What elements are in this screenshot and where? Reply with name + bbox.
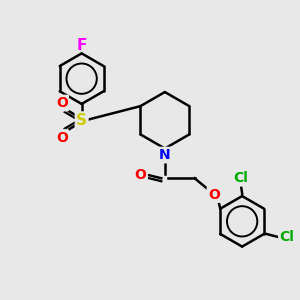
Text: N: N	[159, 148, 171, 162]
Text: S: S	[76, 113, 87, 128]
Text: Cl: Cl	[280, 230, 294, 244]
Text: F: F	[76, 38, 87, 52]
Text: O: O	[56, 130, 68, 145]
Text: O: O	[208, 188, 220, 202]
Text: Cl: Cl	[233, 171, 248, 185]
Text: O: O	[134, 168, 146, 182]
Text: O: O	[56, 96, 68, 110]
